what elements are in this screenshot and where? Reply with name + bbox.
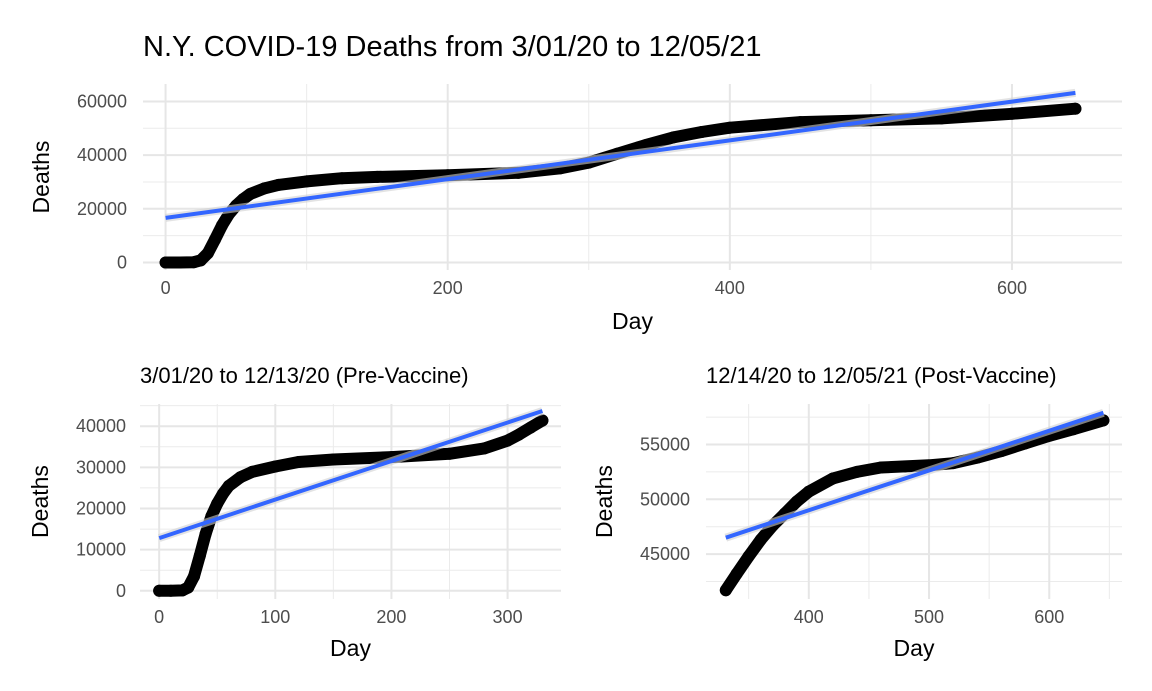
- data-point: [371, 170, 384, 183]
- data-point: [742, 550, 755, 563]
- data-point: [182, 581, 195, 594]
- data-points-trace: [719, 414, 1110, 597]
- data-point: [246, 465, 259, 478]
- y-axis-title: Deaths: [27, 465, 53, 538]
- y-tick-label: 40000: [77, 145, 127, 165]
- x-tick-label: 100: [260, 607, 290, 627]
- y-tick-label: 30000: [76, 457, 126, 477]
- y-tick-label: 0: [117, 252, 127, 272]
- x-tick-label: 600: [997, 278, 1027, 298]
- data-point: [188, 570, 201, 583]
- data-point: [790, 495, 803, 508]
- panel-pre-vaccine: 0 100 200 300 0 10000 20000 30000 40000 Day Deaths…: [27, 363, 561, 661]
- data-point: [667, 131, 680, 144]
- data-point: [244, 188, 257, 201]
- data-point: [802, 485, 815, 498]
- data-point: [898, 460, 911, 473]
- data-point: [193, 549, 206, 562]
- x-axis-title: Day: [612, 308, 653, 334]
- data-points-trace: [159, 102, 1082, 269]
- y-tick-label: 60000: [77, 91, 127, 111]
- data-point: [164, 584, 177, 597]
- y-tick-label: 0: [116, 581, 126, 601]
- data-point: [222, 479, 235, 492]
- data-point: [501, 434, 514, 447]
- x-tick-label: 0: [161, 278, 171, 298]
- x-tick-label: 200: [433, 278, 463, 298]
- y-axis-title: Deaths: [28, 141, 54, 214]
- y-tick-label: 45000: [640, 544, 690, 564]
- x-tick-label: 400: [715, 278, 745, 298]
- data-point: [269, 460, 282, 473]
- data-point: [159, 256, 172, 269]
- fit-line: [165, 90, 1076, 220]
- data-point: [826, 472, 839, 485]
- data-point: [215, 219, 228, 232]
- chart-title: N.Y. COVID-19 Deaths from 3/01/20 to 12/…: [143, 31, 761, 63]
- data-point: [173, 256, 186, 269]
- x-tick-label: 600: [1034, 607, 1064, 627]
- data-point: [199, 528, 212, 540]
- data-point: [536, 414, 549, 427]
- data-point: [292, 456, 305, 469]
- fit-line: [158, 409, 544, 540]
- x-tick-label: 0: [154, 607, 164, 627]
- data-point: [719, 584, 732, 597]
- y-axis-title: Deaths: [591, 465, 617, 538]
- y-tick-label: 20000: [77, 199, 127, 219]
- data-point: [300, 175, 313, 188]
- x-tick-label: 300: [493, 607, 523, 627]
- data-point: [1069, 102, 1082, 115]
- data-point: [1005, 107, 1018, 120]
- x-axis-title: Day: [330, 635, 371, 661]
- data-point: [234, 471, 247, 484]
- data-point: [327, 453, 340, 466]
- chart-title: 12/14/20 to 12/05/21 (Post-Vaccine): [706, 363, 1057, 388]
- y-tick-label: 50000: [640, 489, 690, 509]
- data-point: [874, 461, 887, 474]
- y-tick-label: 10000: [76, 540, 126, 560]
- y-tick-label: 40000: [76, 416, 126, 436]
- data-point: [695, 126, 708, 139]
- data-point: [754, 533, 767, 546]
- y-tick-label: 20000: [76, 498, 126, 518]
- x-axis-title: Day: [894, 635, 935, 661]
- data-point: [211, 497, 224, 510]
- data-point: [153, 584, 166, 597]
- chart-title: 3/01/20 to 12/13/20 (Pre-Vaccine): [140, 363, 469, 388]
- data-point: [208, 233, 221, 246]
- data-point: [201, 247, 214, 260]
- data-point: [513, 428, 526, 441]
- x-tick-label: 200: [376, 607, 406, 627]
- data-point: [723, 121, 736, 134]
- panel-post-vaccine: 400 500 600 45000 50000 55000 Day Deaths 12/14/2…: [591, 363, 1122, 661]
- data-point: [850, 465, 863, 478]
- data-point: [443, 447, 456, 460]
- data-point: [272, 178, 285, 191]
- data-point: [794, 116, 807, 129]
- data-point: [524, 421, 537, 434]
- data-point: [478, 442, 491, 455]
- fit-line: [725, 410, 1105, 540]
- x-tick-label: 500: [914, 607, 944, 627]
- data-point: [335, 172, 348, 185]
- data-point: [730, 567, 743, 580]
- data-point: [258, 182, 271, 195]
- y-tick-label: 55000: [640, 435, 690, 455]
- panel-all-days: 0 200 400 600 0 20000 40000 60000 Day Deaths N.Y. …: [28, 31, 1122, 334]
- x-tick-label: 400: [794, 607, 824, 627]
